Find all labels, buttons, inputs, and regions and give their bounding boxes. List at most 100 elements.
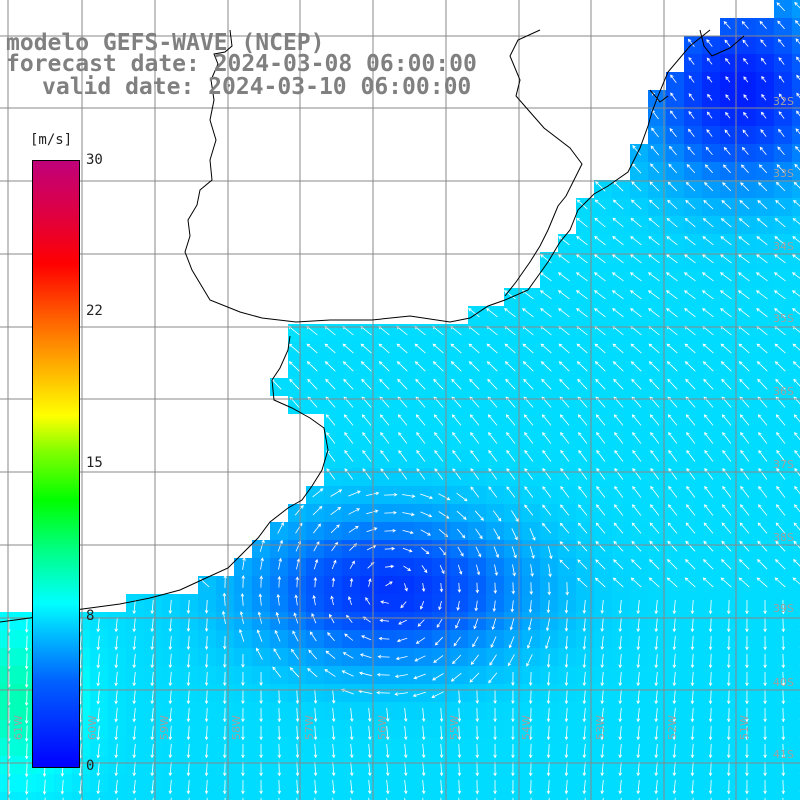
wind-cell (792, 612, 800, 630)
wind-arrow (724, 39, 731, 47)
wind-arrow (636, 653, 641, 669)
wind-arrow (738, 577, 750, 588)
wind-arrow (453, 636, 461, 647)
wind-arrow (546, 779, 551, 795)
wind-arrow (349, 779, 354, 795)
wind-arrow (774, 308, 786, 318)
wind-arrow (793, 414, 800, 423)
wind-arrow (781, 671, 786, 687)
wind-cell (522, 792, 540, 800)
wind-arrow (506, 432, 516, 444)
wind-arrow (24, 617, 29, 633)
wind-arrow (792, 308, 800, 315)
lon-label: 60W (86, 715, 99, 740)
lat-label: 37S (773, 458, 794, 471)
wind-arrow (722, 467, 732, 480)
wind-arrow (600, 653, 605, 669)
wind-arrow (204, 671, 209, 687)
wind-arrow (668, 432, 678, 444)
wind-arrow (400, 601, 407, 609)
wind-arrow (741, 20, 749, 29)
wind-arrow (274, 629, 281, 642)
wind-arrow (488, 449, 498, 462)
wind-arrow (312, 505, 323, 516)
wind-arrow (594, 235, 606, 246)
wind-cell (612, 792, 630, 800)
wind-arrow (708, 707, 713, 723)
wind-arrow (560, 432, 570, 444)
wind-arrow (331, 761, 336, 777)
wind-arrow (577, 540, 588, 552)
wind-arrow (614, 432, 624, 444)
wind-arrow (78, 779, 83, 795)
wind-cell (792, 396, 800, 414)
wind-arrow (775, 181, 786, 192)
wind-arrow (470, 654, 480, 666)
wind-arrow (726, 689, 731, 705)
wind-arrow (313, 707, 318, 723)
wind-arrow (773, 272, 786, 282)
wind-cell (792, 702, 800, 720)
wind-arrow (395, 656, 408, 661)
wind-arrow (204, 653, 209, 669)
wind-arrow (186, 599, 191, 614)
wind-arrow (740, 449, 750, 462)
wind-arrow (670, 110, 677, 120)
wind-arrow (327, 632, 335, 642)
wind-cell (72, 792, 90, 800)
wind-arrow (506, 449, 516, 462)
wind-arrow (618, 761, 623, 777)
wind-arrow (439, 743, 444, 759)
wind-cell (792, 414, 800, 432)
wind-arrow (582, 779, 587, 795)
wind-arrow (708, 725, 713, 741)
wind-arrow (377, 654, 390, 659)
wind-arrow (96, 725, 101, 741)
wind-arrow (504, 308, 516, 318)
wind-cell (792, 0, 800, 18)
wind-arrow (474, 510, 484, 521)
wind-arrow (708, 743, 713, 759)
wind-arrow (704, 485, 714, 498)
wind-arrow (745, 617, 749, 633)
wind-arrow (726, 707, 731, 723)
wind-arrow (593, 254, 606, 264)
wind-arrow (738, 308, 750, 318)
wind-arrow (576, 361, 588, 372)
wind-arrow (186, 707, 191, 723)
wind-arrow (684, 254, 696, 264)
wind-arrow (486, 308, 498, 318)
wind-arrow (489, 654, 497, 666)
wind-arrow (654, 761, 659, 777)
wind-arrow (577, 378, 588, 390)
wind-arrow (414, 361, 426, 372)
wind-arrow (564, 779, 569, 795)
wind-arrow (398, 432, 408, 444)
wind-arrow (719, 272, 732, 282)
wind-arrow (452, 450, 462, 462)
wind-arrow (506, 486, 516, 498)
wind-arrow (667, 540, 678, 552)
wind-cell (792, 360, 800, 378)
wind-arrow (457, 546, 464, 557)
wind-arrow (761, 93, 767, 101)
lat-label: 34S (773, 240, 794, 253)
wind-arrow (343, 378, 354, 390)
wind-cell (486, 792, 504, 800)
wind-arrow (651, 127, 659, 138)
wind-arrow (559, 522, 570, 534)
wind-arrow (578, 486, 588, 498)
wind-arrow (542, 486, 552, 498)
wind-arrow (654, 635, 659, 651)
wind-arrow (24, 707, 29, 725)
wind-arrow (666, 236, 678, 246)
wind-arrow (722, 164, 731, 174)
wind-arrow (720, 577, 732, 588)
wind-arrow (740, 485, 750, 498)
wind-arrow (527, 618, 532, 631)
wind-arrow (384, 492, 398, 497)
wind-arrow (24, 761, 29, 778)
wind-arrow (630, 308, 642, 318)
wind-arrow (222, 725, 227, 741)
wind-arrow (114, 743, 118, 759)
